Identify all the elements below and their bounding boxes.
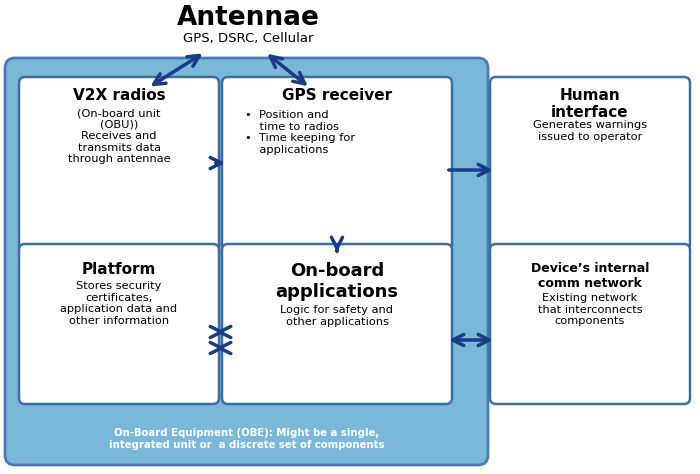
Text: Generates warnings
issued to operator: Generates warnings issued to operator: [533, 120, 647, 142]
Text: Existing network
that interconnects
components: Existing network that interconnects comp…: [538, 293, 643, 326]
Text: GPS receiver: GPS receiver: [282, 88, 392, 103]
Text: (On-board unit
(OBU))
Receives and
transmits data
through antennae: (On-board unit (OBU)) Receives and trans…: [68, 108, 170, 164]
Text: Logic for safety and
other applications: Logic for safety and other applications: [281, 305, 393, 327]
FancyBboxPatch shape: [490, 77, 690, 251]
Text: V2X radios: V2X radios: [73, 88, 165, 103]
Text: On-Board Equipment (OBE): Might be a single,
integrated unit or  a discrete set : On-Board Equipment (OBE): Might be a sin…: [109, 428, 385, 450]
FancyBboxPatch shape: [5, 58, 488, 465]
FancyBboxPatch shape: [222, 244, 452, 404]
FancyBboxPatch shape: [490, 244, 690, 404]
Text: Stores security
certificates,
application data and
other information: Stores security certificates, applicatio…: [60, 281, 178, 326]
FancyBboxPatch shape: [19, 77, 219, 251]
FancyBboxPatch shape: [19, 244, 219, 404]
FancyBboxPatch shape: [222, 77, 452, 251]
Text: GPS, DSRC, Cellular: GPS, DSRC, Cellular: [183, 32, 314, 45]
Text: •  Position and
    time to radios
•  Time keeping for
    applications: • Position and time to radios • Time kee…: [245, 110, 355, 155]
Text: On-board
applications: On-board applications: [276, 262, 398, 301]
Text: Platform: Platform: [82, 262, 156, 277]
Text: Human
interface: Human interface: [551, 88, 629, 120]
Text: Device’s internal
comm network: Device’s internal comm network: [531, 262, 649, 290]
Text: Antennae: Antennae: [176, 5, 319, 31]
